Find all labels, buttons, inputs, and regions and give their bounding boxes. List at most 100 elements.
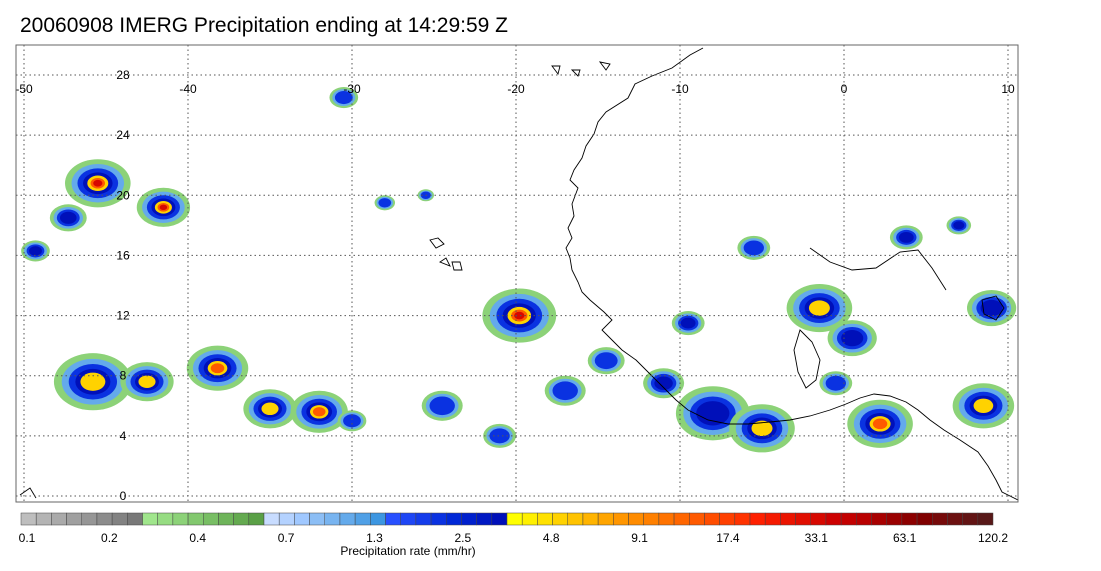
colorbar-tick-label: 0.2 [101,531,118,545]
colorbar-cell [962,512,979,526]
precip-contour [696,401,730,426]
colorbar-tick-label: 4.8 [543,531,560,545]
colorbar-cell [871,512,887,526]
colorbar-cell [218,512,234,526]
storm-cell [136,187,191,227]
colorbar-cell [537,512,553,526]
precip-contour [973,398,994,414]
coastline-layer [19,47,1018,501]
precip-contour [825,375,846,391]
precip-contour [80,372,106,391]
colorbar-tick-label: 17.4 [716,531,740,545]
colorbar-cell [294,512,310,526]
lon-tick-label: -30 [343,82,361,96]
precip-contour [514,311,525,320]
colorbar-cell [916,512,933,526]
colorbar-cell [400,512,417,526]
lat-tick-label: 16 [116,248,130,262]
storm-cell [186,345,249,391]
colorbar-cell [734,512,751,526]
colorbar-cell [491,512,508,526]
lake-chad-outline [981,295,1005,321]
storm-cell [421,390,463,421]
colorbar-cell [263,512,280,526]
precip-contour [378,198,392,208]
colorbar-tick-label: 0.7 [278,531,295,545]
lon-tick-label: -50 [15,82,33,96]
map-frame [15,44,1019,503]
colorbar-cell [111,512,128,526]
colorbar-cell [81,512,98,526]
colorbar-cell [506,512,523,526]
colorbar-cell [613,512,629,526]
colorbar-cells [20,512,994,526]
colorbar-cell [309,512,325,526]
colorbar-cell [96,512,113,526]
colorbar-cell [901,512,918,526]
storm-cell [374,195,396,211]
colorbar-cell [278,512,295,526]
precip-contour [312,407,326,417]
precip-contour [680,317,696,329]
island-outline [19,487,37,499]
colorbar-cell [233,512,250,526]
storm-cell [243,389,297,429]
colorbar-cell [628,512,644,526]
colorbar-cell [66,512,82,526]
colorbar-cell [810,512,827,526]
storm-cell [819,371,853,396]
lat-tick-label: 8 [120,369,127,383]
river-outline [809,247,947,291]
colorbar-tick-label: 1.3 [366,531,383,545]
colorbar-cell [764,512,781,526]
lat-tick-label: 24 [116,128,130,142]
storm-cell [952,383,1015,429]
colorbar-cell [142,512,158,526]
storm-cell [482,288,557,343]
lon-tick-label: -20 [507,82,525,96]
axis-ticks: -50 -40 -30 -20 -10 0 10 28 24 20 16 12 8 4 0 [15,68,1015,503]
lon-tick-label: 0 [841,82,848,96]
colorbar-cell [187,512,204,526]
storm-cell [337,410,367,432]
precip-contour [808,300,830,316]
precip-contour [159,204,168,211]
storm-cell [847,399,913,448]
colorbar-cell [840,512,857,526]
precip-contour [751,420,773,437]
colorbar-cell [825,512,842,526]
colorbar-cell [476,512,493,526]
colorbar-cell [552,512,568,526]
storm-cell [544,375,586,406]
africa-coastline [565,47,1018,501]
storm-cell [483,423,516,448]
storm-cell [587,347,625,375]
colorbar-cell [248,512,265,526]
lat-tick-label: 20 [116,188,130,202]
colorbar-cell [749,512,766,526]
precip-contour [594,352,618,370]
colorbar-cell [780,512,796,526]
precip-contour [953,221,965,230]
precip-contour [841,330,864,347]
colorbar-cell [947,512,963,526]
map-title: 20060908 IMERG Precipitation ending at 1… [20,14,508,37]
lon-tick-label: 10 [1001,82,1015,96]
storm-cell [329,87,359,109]
storm-cell [120,362,174,402]
colorbar-tick-label: 0.1 [19,531,36,545]
precip-contour [334,91,353,105]
storm-cell [53,353,132,411]
colorbar-cell [446,512,462,526]
colorbar-cell [795,512,811,526]
storm-cell [643,368,685,399]
colorbar-cell [567,512,584,526]
colorbar-cell [689,512,705,526]
colorbar-label: Precipitation rate (mm/hr) [340,544,475,558]
lat-tick-label: 12 [116,309,130,323]
precip-contour [59,211,77,224]
colorbar-cell [172,512,189,526]
storm-cell [946,216,972,235]
precip-contour [489,428,510,444]
